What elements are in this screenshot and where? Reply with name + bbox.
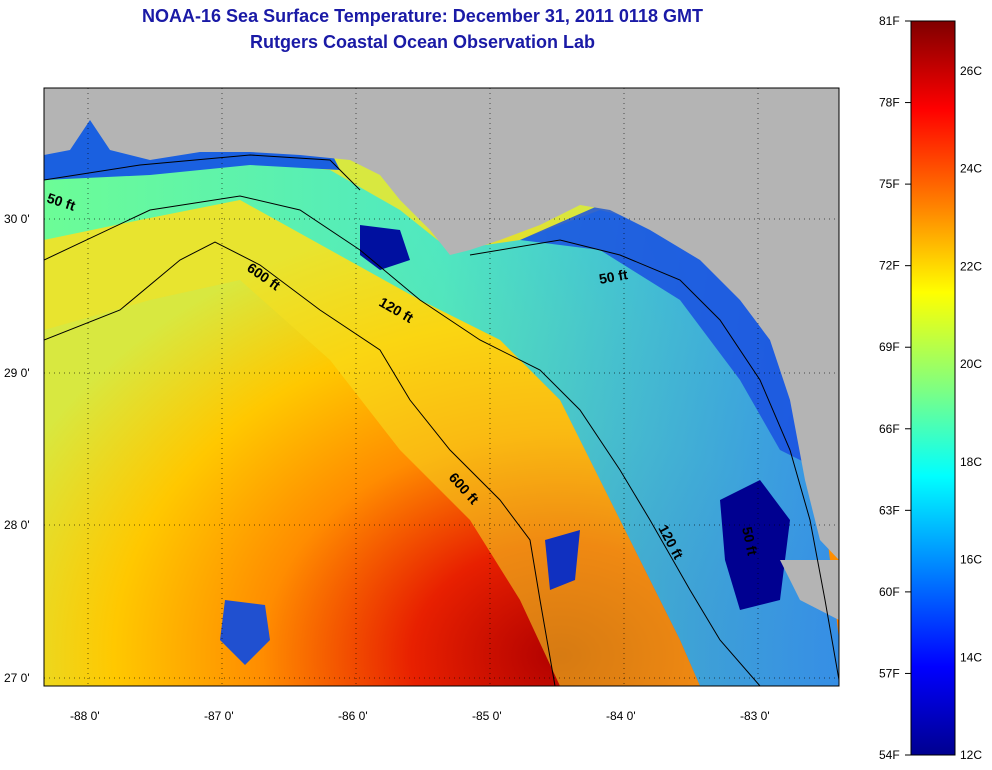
contour-label-50ft-east: 50 ft [598,266,629,287]
lat-tick: 30 0' [4,212,30,226]
cold-pocket-bigbend [360,225,410,270]
cold-pocket-south [220,600,270,665]
map-subtitle: Rutgers Coastal Ocean Observation Lab [249,32,596,52]
isobath-50ft [44,154,839,681]
lat-tick: 29 0' [4,366,30,380]
plot-frame [43,87,840,687]
lon-tick: -87 0' [204,709,234,723]
lat-tick: 28 0' [4,518,30,532]
land-sliver-se [780,560,839,620]
shelf-water [44,150,839,686]
cold-pocket-center [545,530,580,590]
lon-tick: -85 0' [472,709,502,723]
contour-label-50ft-se: 50 ft [739,525,761,557]
isobath-120ft [44,195,761,686]
mid-water [44,200,700,686]
lat-tick: 27 0' [4,671,30,685]
coastal-blue-east [520,205,820,470]
map-title: NOAA-16 Sea Surface Temperature: Decembe… [142,6,703,26]
lon-tick: -86 0' [338,709,368,723]
cold-pocket-east [720,480,790,610]
lon-tick: -84 0' [606,709,636,723]
isobath-600ft [44,241,556,686]
lon-tick: -88 0' [70,709,100,723]
land-mass [44,88,839,560]
lon-tick: -83 0' [740,709,770,723]
